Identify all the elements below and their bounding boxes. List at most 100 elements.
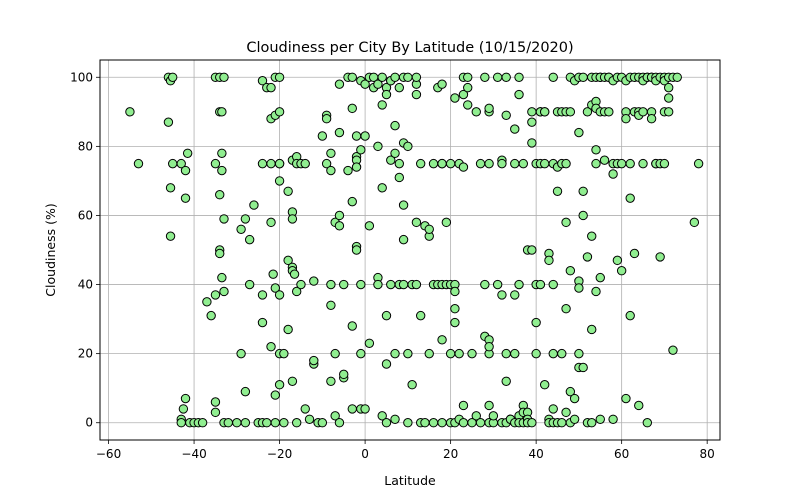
chart-title: Cloudiness per City By Latitude (10/15/2… <box>246 40 573 56</box>
data-point <box>217 107 227 117</box>
data-point <box>176 418 186 428</box>
data-point <box>484 158 494 169</box>
data-point <box>180 165 191 176</box>
data-point <box>309 355 319 366</box>
data-point <box>574 283 584 293</box>
data-point <box>510 348 520 359</box>
data-point <box>240 214 251 224</box>
data-point <box>454 348 464 359</box>
data-point <box>326 279 336 290</box>
data-point <box>561 407 571 418</box>
data-point <box>471 107 481 117</box>
data-point <box>274 72 285 82</box>
x-tick-label: 40 <box>528 447 543 461</box>
data-point <box>364 338 375 348</box>
data-point <box>424 224 434 234</box>
data-point <box>330 411 340 421</box>
data-point <box>527 245 537 255</box>
data-point <box>475 418 486 428</box>
data-point <box>266 82 276 93</box>
data-point <box>458 418 469 428</box>
data-point <box>403 348 413 359</box>
data-point <box>539 158 550 169</box>
data-point <box>390 348 400 359</box>
data-point <box>334 210 345 221</box>
data-point <box>217 165 227 176</box>
data-point <box>638 107 648 117</box>
data-point <box>330 348 340 359</box>
data-point <box>565 386 576 397</box>
data-point <box>689 217 700 228</box>
data-point <box>274 158 285 169</box>
data-point <box>458 400 469 411</box>
y-tick-label: 60 <box>78 208 93 222</box>
data-point <box>266 342 276 352</box>
data-point <box>548 72 558 82</box>
data-point <box>415 310 426 321</box>
data-point <box>625 158 635 169</box>
data-point <box>655 252 665 262</box>
data-point <box>390 148 400 158</box>
data-point <box>574 127 584 138</box>
data-point <box>398 234 409 245</box>
data-point <box>373 79 383 89</box>
data-point <box>257 290 268 300</box>
data-point <box>180 193 191 203</box>
y-tick-label: 100 <box>70 70 93 84</box>
data-point <box>638 158 648 169</box>
data-point <box>133 158 144 169</box>
data-point <box>347 72 357 82</box>
data-point <box>291 286 302 297</box>
data-point <box>634 400 644 411</box>
data-point <box>347 103 357 114</box>
data-point <box>424 348 434 359</box>
data-point <box>386 279 396 290</box>
y-tick-label: 80 <box>78 139 93 153</box>
data-point <box>578 186 588 196</box>
data-point <box>531 348 541 359</box>
data-point <box>215 248 225 259</box>
data-point <box>347 404 357 414</box>
data-point <box>544 255 554 266</box>
data-point <box>569 393 580 404</box>
data-point <box>262 418 272 428</box>
x-tick-label: −20 <box>267 447 292 461</box>
data-point <box>317 418 328 428</box>
x-tick-label: 0 <box>361 447 369 461</box>
data-point <box>531 317 541 328</box>
data-point <box>659 158 670 169</box>
data-point <box>240 418 251 428</box>
data-point <box>321 114 332 124</box>
data-point <box>274 380 285 390</box>
data-point <box>165 183 176 193</box>
data-point <box>287 376 298 386</box>
data-point <box>347 321 357 331</box>
data-point <box>492 72 503 82</box>
data-point <box>210 290 221 300</box>
data-point <box>428 418 439 428</box>
data-point <box>390 414 400 424</box>
data-point <box>167 158 178 169</box>
data-point <box>595 414 605 424</box>
data-point <box>334 221 345 231</box>
data-point <box>578 72 588 82</box>
data-point <box>351 162 362 172</box>
data-point <box>411 217 422 228</box>
data-point <box>569 414 580 424</box>
data-point <box>548 404 558 414</box>
data-point <box>411 72 422 82</box>
data-point <box>244 234 255 245</box>
data-point <box>326 376 336 386</box>
data-point <box>527 138 537 148</box>
data-point <box>527 107 537 117</box>
data-point <box>672 72 682 82</box>
data-point <box>403 418 413 428</box>
data-point <box>663 93 674 103</box>
data-point <box>591 158 601 169</box>
data-point <box>167 72 178 82</box>
data-point <box>514 279 524 290</box>
data-point <box>217 148 227 158</box>
data-point <box>347 196 357 207</box>
data-point <box>527 117 537 127</box>
data-point <box>296 279 306 290</box>
